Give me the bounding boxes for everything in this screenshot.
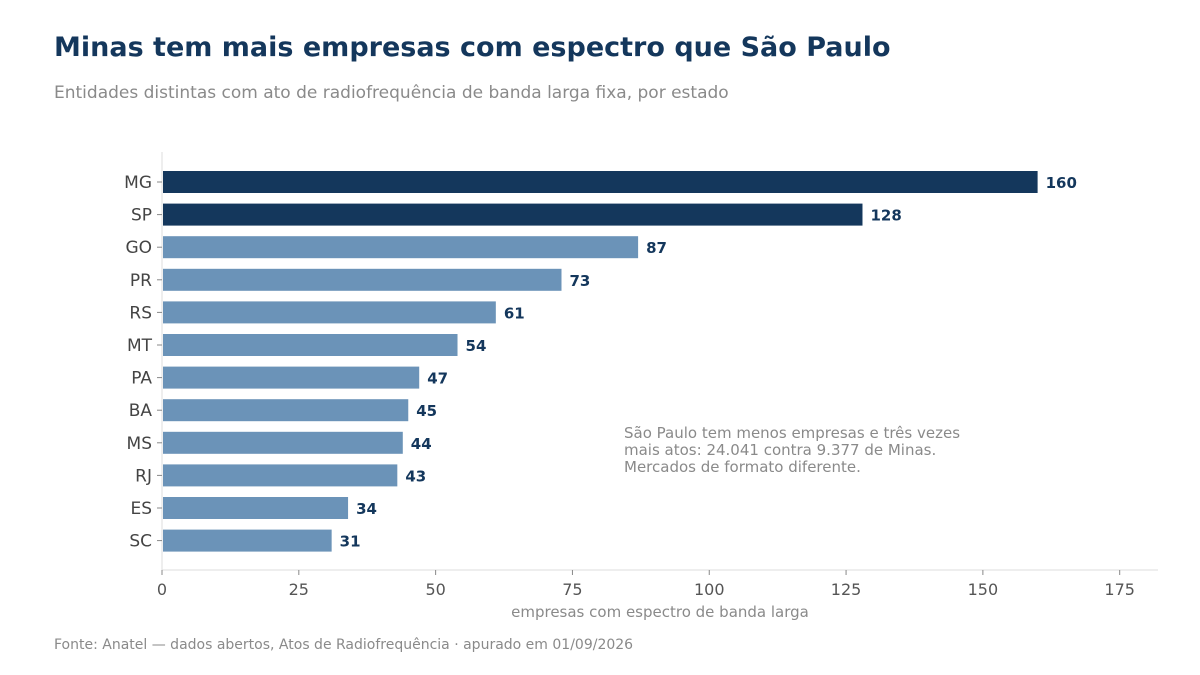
category-label: MG [124, 173, 152, 193]
category-label: PR [130, 271, 152, 291]
data-label: 43 [405, 467, 426, 485]
bar [163, 497, 349, 519]
bar [163, 464, 398, 487]
x-tick-label: 0 [157, 580, 167, 599]
data-label: 45 [416, 402, 437, 420]
x-tick-label: 50 [425, 580, 445, 599]
data-label: 128 [870, 207, 901, 225]
x-axis-title: empresas com espectro de banda larga [511, 603, 809, 621]
category-label: SP [131, 206, 152, 226]
data-label: 73 [569, 272, 590, 290]
category-label: SC [129, 532, 152, 552]
annotation-line: mais atos: 24.041 contra 9.377 de Minas. [624, 441, 936, 459]
x-tick-label: 25 [289, 580, 309, 599]
source-note: Fonte: Anatel — dados abertos, Atos de R… [54, 637, 634, 653]
annotation-line: Mercados de formato diferente. [624, 458, 861, 476]
data-label: 34 [356, 500, 377, 518]
x-tick-label: 75 [562, 580, 582, 599]
x-tick-label: 175 [1104, 580, 1135, 599]
data-label: 160 [1046, 174, 1077, 192]
category-label: RJ [135, 466, 152, 486]
category-label: RS [129, 303, 152, 323]
data-label: 31 [340, 533, 361, 551]
x-tick-label: 125 [831, 580, 862, 599]
bar [163, 366, 420, 389]
bar [163, 301, 496, 324]
chart-subtitle: Entidades distintas com ato de radiofreq… [54, 83, 729, 103]
bar [163, 529, 332, 552]
category-label: PA [131, 369, 152, 389]
data-label: 44 [411, 435, 432, 453]
bar [163, 203, 863, 226]
category-label: MS [127, 434, 152, 454]
bar [163, 431, 403, 454]
data-label: 54 [466, 337, 487, 355]
bar [163, 334, 458, 356]
bar [163, 399, 409, 422]
annotation-line: São Paulo tem menos empresas e três veze… [624, 424, 960, 442]
bar [163, 171, 1038, 193]
data-label: 87 [646, 239, 667, 257]
data-label: 61 [504, 304, 525, 322]
x-tick-label: 150 [968, 580, 999, 599]
category-label: MT [127, 336, 153, 356]
bar [163, 236, 639, 259]
category-label: ES [130, 499, 152, 519]
x-tick-label: 100 [694, 580, 725, 599]
category-label: GO [125, 238, 152, 258]
bar [163, 268, 562, 291]
data-label: 47 [427, 370, 448, 388]
category-label: BA [129, 401, 153, 421]
chart-title: Minas tem mais empresas com espectro que… [54, 32, 891, 63]
